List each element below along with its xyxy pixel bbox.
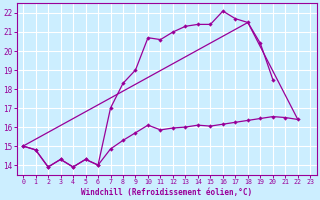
X-axis label: Windchill (Refroidissement éolien,°C): Windchill (Refroidissement éolien,°C) xyxy=(81,188,252,197)
